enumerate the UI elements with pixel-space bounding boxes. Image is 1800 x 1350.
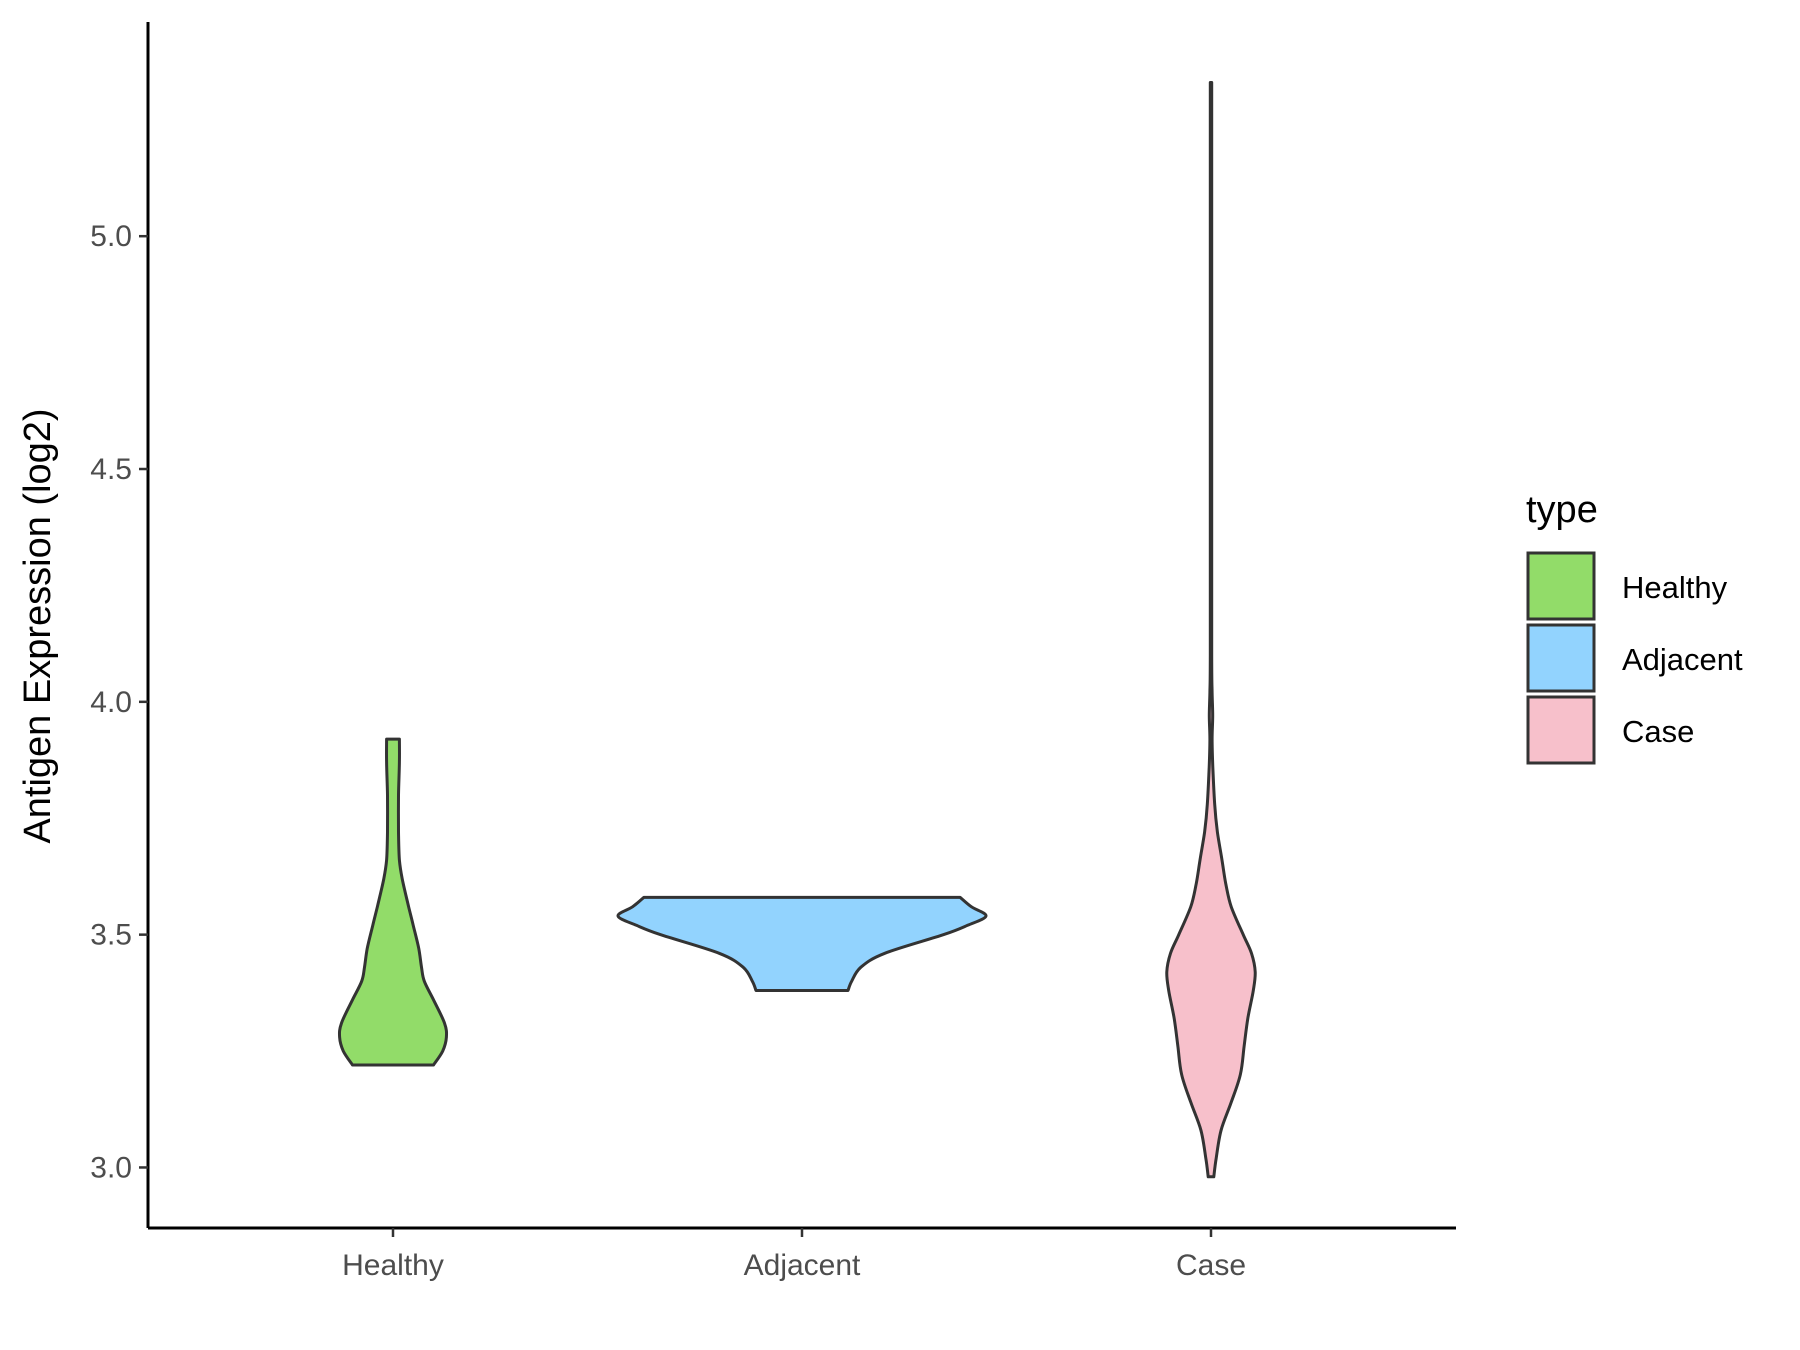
y-tick-label: 4.0 <box>90 686 132 719</box>
y-tick-label: 3.5 <box>90 919 132 952</box>
x-tick-label: Healthy <box>342 1249 444 1282</box>
violin-layer <box>337 81 1257 1179</box>
legend-swatch-case <box>1526 695 1596 765</box>
legend-swatch-healthy <box>1526 551 1596 621</box>
x-tick-label: Adjacent <box>744 1249 861 1282</box>
legend-label-case: Case <box>1622 714 1694 749</box>
y-axis-title: Antigen Expression (log2) <box>17 408 59 843</box>
legend-label-healthy: Healthy <box>1622 570 1728 605</box>
y-tick-label: 3.0 <box>90 1151 132 1184</box>
x-axis-ticks: Healthy Adjacent Case <box>342 1228 1246 1282</box>
legend-swatch-adjacent <box>1526 623 1596 693</box>
x-tick-label: Case <box>1176 1249 1246 1282</box>
legend: type Healthy Adjacent Case <box>1526 489 1743 765</box>
legend-items: Healthy Adjacent Case <box>1526 551 1743 765</box>
violin-case <box>1165 81 1257 1179</box>
y-axis-ticks: 3.0 3.5 4.0 4.5 5.0 <box>90 220 148 1184</box>
legend-title: type <box>1526 489 1598 531</box>
legend-label-adjacent: Adjacent <box>1622 642 1743 677</box>
violin-adjacent <box>616 895 988 992</box>
y-tick-label: 4.5 <box>90 453 132 486</box>
violin-healthy <box>337 737 449 1067</box>
y-tick-label: 5.0 <box>90 220 132 253</box>
